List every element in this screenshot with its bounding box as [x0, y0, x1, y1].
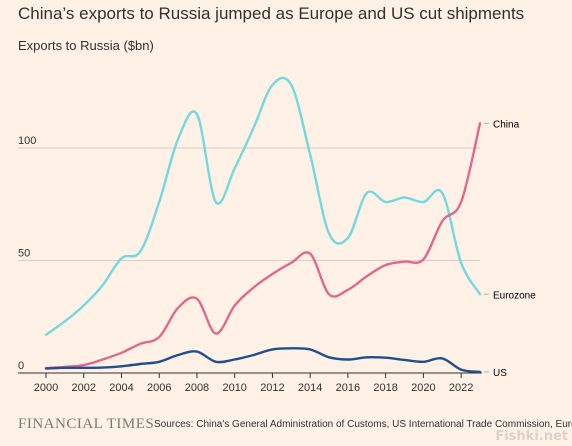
series-label-us: US — [493, 368, 507, 379]
y-axis-ticks: 0 50 100 — [18, 135, 36, 372]
y-tick-label: 100 — [18, 135, 36, 147]
series-label-eurozone: Eurozone — [493, 290, 536, 301]
x-tick-label: 2010 — [222, 382, 246, 394]
gridlines — [18, 147, 480, 261]
source-note: Sources: China's General Administration … — [154, 419, 572, 430]
x-axis: 2000 2002 2004 2006 2008 2010 2012 2014 2016 2018… — [18, 372, 482, 394]
series-lines — [44, 76, 482, 374]
series-line-eurozone — [44, 76, 482, 336]
x-tick-label: 2018 — [373, 382, 397, 394]
series-line-china — [44, 122, 482, 370]
x-tick-label: 2020 — [411, 382, 435, 394]
x-tick-label: 2002 — [71, 382, 95, 394]
x-tick-label: 2008 — [185, 382, 209, 394]
publisher-logo: FINANCIAL TIMES — [18, 416, 155, 432]
y-axis-label: Exports to Russia ($bn) — [18, 38, 154, 53]
y-tick-label: 50 — [18, 248, 30, 260]
series-line-us — [44, 347, 482, 374]
x-tick-label: 2022 — [449, 382, 473, 394]
x-tick-label: 2006 — [147, 382, 171, 394]
series-label-china: China — [493, 119, 520, 130]
x-tick-label: 2000 — [34, 382, 58, 394]
x-tick-label: 2016 — [336, 382, 360, 394]
x-tick-label: 2004 — [109, 382, 133, 394]
x-tick-label: 2014 — [298, 382, 322, 394]
series-labels: Eurozone China US — [484, 119, 536, 379]
chart-title: China’s exports to Russia jumped as Euro… — [18, 4, 525, 23]
watermark: Fishki.net — [495, 429, 568, 444]
x-tick-label: 2012 — [260, 382, 284, 394]
y-tick-label: 0 — [18, 360, 24, 372]
